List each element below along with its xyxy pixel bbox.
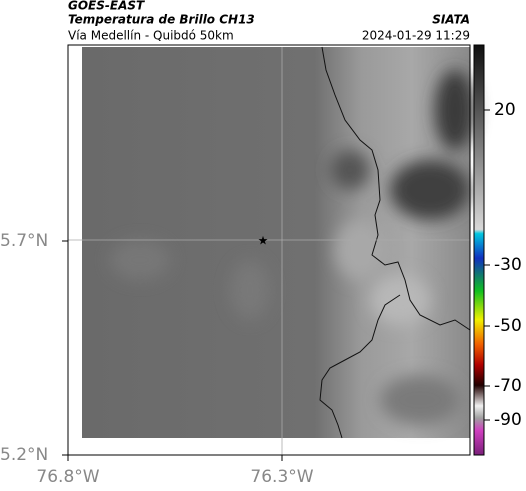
border-line — [319, 294, 401, 439]
colorbar — [473, 44, 485, 456]
colorbar-tick-label: -70 — [494, 376, 522, 396]
lat-label: 5.2°N — [0, 445, 48, 465]
product: Temperatura de Brillo CH13 — [68, 13, 255, 27]
map-frame — [67, 44, 471, 456]
satellite: GOES-EAST — [68, 0, 145, 13]
axis-labels: 5.7°N 5.2°N76.8°W 76.3°W — [0, 231, 314, 487]
lon-label: 76.3°W — [250, 467, 313, 487]
location-marker: ★ — [258, 234, 269, 248]
colorbar-tick-label: -90 — [494, 410, 522, 430]
lat-label: 5.7°N — [0, 231, 48, 251]
colorbar-tick-label: -30 — [494, 255, 522, 275]
border-line — [321, 46, 471, 331]
cloud-texture — [110, 70, 475, 425]
lon-label: 76.8°W — [36, 467, 99, 487]
region: Vía Medellín - Quibdó 50km — [68, 29, 234, 43]
datetime: 2024-01-29 11:29 — [362, 29, 470, 43]
source: SIATA — [432, 13, 470, 27]
colorbar-tick-label: -50 — [494, 316, 522, 336]
map-field: ★ — [67, 44, 475, 456]
colorbar-tick-label: 20 — [494, 100, 516, 120]
colorbar-ticks: 20 -30 -50 -70 -90 — [484, 100, 522, 430]
